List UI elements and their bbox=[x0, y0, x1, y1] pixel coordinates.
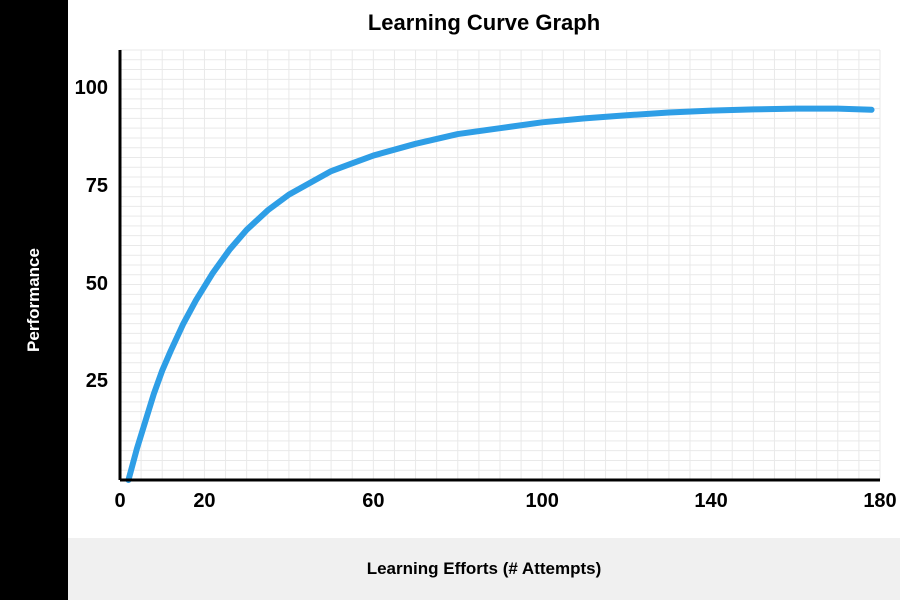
y-tick-label: 25 bbox=[86, 370, 108, 393]
y-axis-label: Performance bbox=[24, 248, 44, 352]
x-axis-label: Learning Efforts (# Attempts) bbox=[367, 559, 602, 579]
y-tick-label: 50 bbox=[86, 273, 108, 296]
x-tick-label: 100 bbox=[526, 490, 559, 513]
y-axis-label-container: Performance bbox=[0, 0, 68, 600]
x-tick-label: 180 bbox=[863, 490, 896, 513]
chart-title: Learning Curve Graph bbox=[68, 10, 900, 36]
x-tick-label: 60 bbox=[362, 490, 384, 513]
plot-svg bbox=[120, 50, 880, 480]
x-tick-label: 20 bbox=[193, 490, 215, 513]
y-tick-label: 75 bbox=[86, 175, 108, 198]
x-axis-label-strip: Learning Efforts (# Attempts) bbox=[68, 538, 900, 600]
x-tick-label: 0 bbox=[114, 490, 125, 513]
y-tick-label: 100 bbox=[75, 77, 108, 100]
plot-area bbox=[120, 50, 880, 480]
x-tick-label: 140 bbox=[694, 490, 727, 513]
chart-root: Performance Learning Efforts (# Attempts… bbox=[0, 0, 900, 600]
